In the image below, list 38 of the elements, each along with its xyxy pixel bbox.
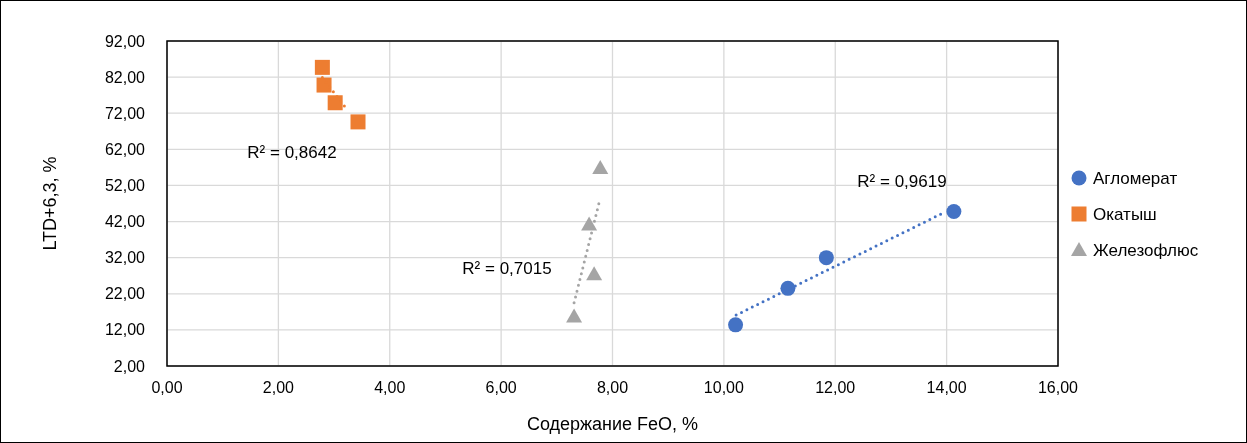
point — [316, 77, 332, 93]
legend-label: Окатыш — [1093, 204, 1157, 224]
annotation: R² = 0,9619 — [857, 171, 947, 191]
y-tick-label: 82,00 — [104, 68, 146, 86]
y-tick-label: 92,00 — [104, 32, 146, 50]
point — [728, 317, 744, 333]
legend-label: Железофлюс — [1093, 240, 1199, 260]
point — [586, 266, 603, 281]
point — [566, 308, 583, 323]
x-tick-label: 0,00 — [151, 379, 183, 396]
x-tick-label: 14,00 — [926, 379, 967, 396]
x-tick-label: 10,00 — [703, 379, 744, 396]
point — [818, 250, 834, 266]
x-tick-label: 6,00 — [485, 379, 517, 396]
x-tick-label: 8,00 — [596, 379, 629, 396]
x-tick-label: 16,00 — [1037, 379, 1079, 396]
x-tick-label: 4,00 — [374, 379, 406, 396]
point — [946, 203, 962, 219]
y-axis-title: LTD+6,3, % — [40, 156, 60, 251]
point — [581, 216, 598, 231]
legend-label: Агломерат — [1093, 168, 1178, 188]
point — [592, 160, 609, 175]
y-tick-label: 62,00 — [104, 140, 146, 158]
x-axis-title: Содержание FeO, % — [526, 414, 699, 434]
annotation: R² = 0,7015 — [462, 258, 552, 278]
y-tick-label: 32,00 — [104, 249, 146, 267]
y-tick-label: 2,00 — [113, 357, 146, 375]
point — [350, 114, 366, 130]
annotation: R² = 0,8642 — [247, 142, 337, 162]
point — [314, 59, 330, 75]
y-tick-label: 22,00 — [104, 285, 146, 303]
x-tick-label: 2,00 — [262, 379, 295, 396]
x-tick-label: 12,00 — [815, 379, 856, 396]
point — [327, 95, 343, 111]
y-tick-label: 52,00 — [104, 177, 146, 195]
y-tick-label: 72,00 — [104, 104, 146, 122]
y-tick-label: 42,00 — [104, 213, 146, 231]
y-tick-label: 12,00 — [104, 321, 146, 339]
